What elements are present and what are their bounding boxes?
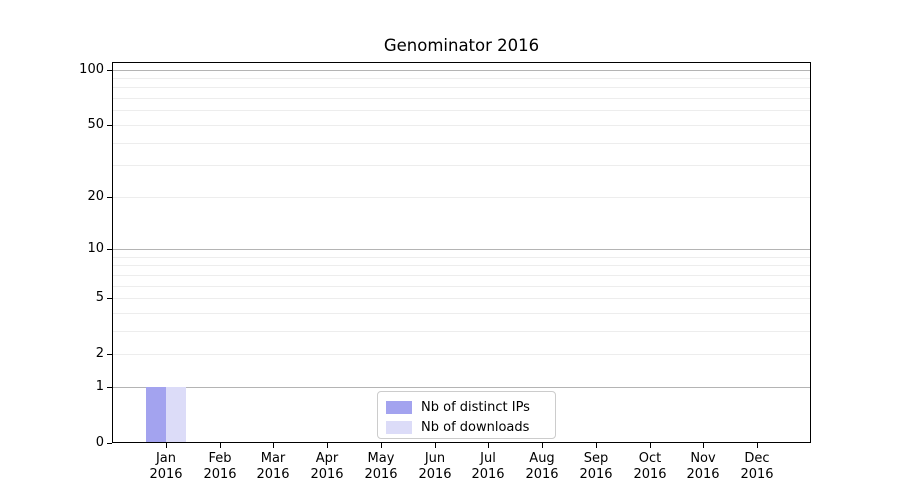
x-tick [166,443,167,448]
x-tick-label: Dec 2016 [740,451,773,482]
x-tick-year: 2016 [579,466,613,482]
x-tick-month: Sep [583,451,609,466]
legend-swatch-downloads-icon [386,420,412,434]
x-tick-label: Aug 2016 [525,451,558,482]
x-tick-month: Aug [529,451,555,466]
x-tick-year: 2016 [686,466,720,482]
x-tick-label: Sep 2016 [579,451,612,482]
y-tick-label: 5 [95,290,104,305]
x-tick [542,443,543,448]
x-tick-month: May [367,451,395,466]
x-tick-month: Feb [208,451,232,466]
x-tick-label: Feb 2016 [203,451,236,482]
legend-item-downloads: Nb of downloads [386,418,545,436]
x-tick-label: Jul 2016 [471,451,504,482]
legend-swatch-distinct-ips-icon [386,400,412,414]
x-tick [703,443,704,448]
x-tick-month: Dec [744,451,770,466]
x-tick-month: Jan [155,451,177,466]
x-tick-year: 2016 [740,466,774,482]
x-tick-year: 2016 [525,466,559,482]
x-tick-label: Mar 2016 [256,451,289,482]
legend: Nb of distinct IPs Nb of downloads [377,391,556,439]
legend-label-distinct-ips: Nb of distinct IPs [421,399,530,415]
x-tick-year: 2016 [633,466,667,482]
x-tick-month: Nov [690,451,716,466]
x-tick-month: Mar [260,451,286,466]
chart-title: Genominator 2016 [383,36,540,55]
x-tick [435,443,436,448]
x-tick [488,443,489,448]
x-tick [757,443,758,448]
x-tick-year: 2016 [310,466,344,482]
x-tick-year: 2016 [256,466,290,482]
x-tick-month: Jun [424,451,446,466]
legend-item-distinct-ips: Nb of distinct IPs [386,398,545,416]
x-tick-label: Oct 2016 [633,451,666,482]
y-tick-label: 20 [87,189,104,204]
x-tick-label: May 2016 [364,451,397,482]
x-tick [327,443,328,448]
x-tick [273,443,274,448]
y-tick-label: 2 [95,346,104,361]
x-tick-year: 2016 [364,466,398,482]
x-tick [596,443,597,448]
x-tick [381,443,382,448]
x-tick-label: Jun 2016 [418,451,451,482]
x-tick-label: Jan 2016 [149,451,182,482]
y-tick-label: 10 [87,241,104,256]
x-tick-month: Apr [315,451,339,466]
y-tick [107,443,112,444]
x-tick-month: Jul [480,451,496,466]
x-tick-year: 2016 [418,466,452,482]
y-tick-label: 1 [95,379,104,394]
x-tick [650,443,651,448]
x-tick-label: Nov 2016 [686,451,719,482]
y-tick-label: 50 [87,117,104,132]
x-tick-year: 2016 [471,466,505,482]
x-tick-year: 2016 [149,466,183,482]
y-tick-label: 100 [79,62,104,77]
x-tick-month: Oct [638,451,662,466]
x-tick-label: Apr 2016 [310,451,343,482]
x-tick [220,443,221,448]
x-tick-year: 2016 [203,466,237,482]
legend-label-downloads: Nb of downloads [421,419,530,435]
plot-area [112,62,811,443]
y-tick-label: 0 [95,435,104,450]
